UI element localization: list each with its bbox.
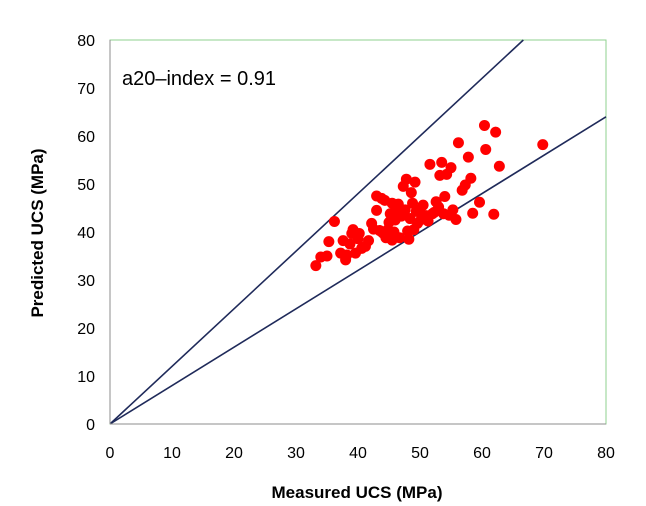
- data-point: [436, 156, 448, 168]
- data-point: [537, 139, 549, 151]
- data-point: [424, 158, 436, 170]
- x-tick-label: 30: [287, 445, 305, 462]
- axis-lines: [109, 40, 606, 425]
- data-point: [399, 204, 411, 216]
- data-point: [328, 215, 340, 227]
- x-tick-labels: 0 10 20 30 40 50 60 70 80: [106, 445, 615, 462]
- y-tick-label: 20: [77, 321, 95, 338]
- x-tick-label: 50: [411, 445, 429, 462]
- y-tick-labels: 0 10 20 30 40 50 60 70 80: [77, 33, 95, 434]
- data-point: [490, 126, 502, 138]
- y-tick-label: 40: [77, 225, 95, 242]
- reference-line-2: [109, 116, 607, 425]
- data-point: [474, 196, 486, 208]
- x-tick-label: 80: [597, 445, 615, 462]
- data-point: [400, 173, 412, 185]
- y-tick-label: 30: [77, 273, 95, 290]
- x-tick-label: 60: [473, 445, 491, 462]
- x-tick-label: 10: [163, 445, 181, 462]
- data-point: [403, 233, 415, 245]
- data-point: [445, 162, 457, 174]
- data-point: [447, 204, 459, 216]
- data-point: [341, 249, 353, 261]
- x-tick-label: 20: [225, 445, 243, 462]
- data-point: [371, 204, 383, 216]
- x-tick-label: 40: [349, 445, 367, 462]
- data-point: [321, 250, 333, 262]
- data-point: [409, 176, 421, 188]
- reference-lines: [109, 39, 607, 425]
- data-point: [363, 235, 375, 247]
- data-point: [493, 160, 505, 172]
- y-tick-label: 70: [77, 81, 95, 98]
- data-point: [353, 227, 365, 239]
- data-points: [310, 119, 549, 272]
- y-tick-label: 10: [77, 369, 95, 386]
- y-axis-title: Predicted UCS (MPa): [28, 148, 47, 317]
- data-point: [405, 187, 417, 199]
- data-point: [465, 172, 477, 184]
- data-point: [310, 260, 322, 272]
- data-point: [488, 208, 500, 220]
- data-point: [452, 137, 464, 149]
- x-tick-label: 70: [535, 445, 553, 462]
- x-tick-label: 0: [106, 445, 115, 462]
- data-point: [478, 119, 490, 131]
- y-tick-label: 60: [77, 129, 95, 146]
- data-point: [467, 207, 479, 219]
- y-tick-label: 80: [77, 33, 95, 50]
- data-point: [480, 143, 492, 155]
- data-point: [323, 236, 335, 248]
- data-point: [462, 151, 474, 163]
- data-point: [344, 238, 356, 250]
- y-tick-label: 50: [77, 177, 95, 194]
- a20-index-annotation: a20–index = 0.91: [122, 68, 276, 90]
- reference-line-1: [109, 39, 524, 425]
- data-point: [450, 214, 462, 226]
- data-point: [439, 190, 451, 202]
- x-axis-title: Measured UCS (MPa): [272, 483, 443, 502]
- data-point: [394, 232, 406, 244]
- y-tick-label: 0: [86, 417, 95, 434]
- data-point: [417, 199, 429, 211]
